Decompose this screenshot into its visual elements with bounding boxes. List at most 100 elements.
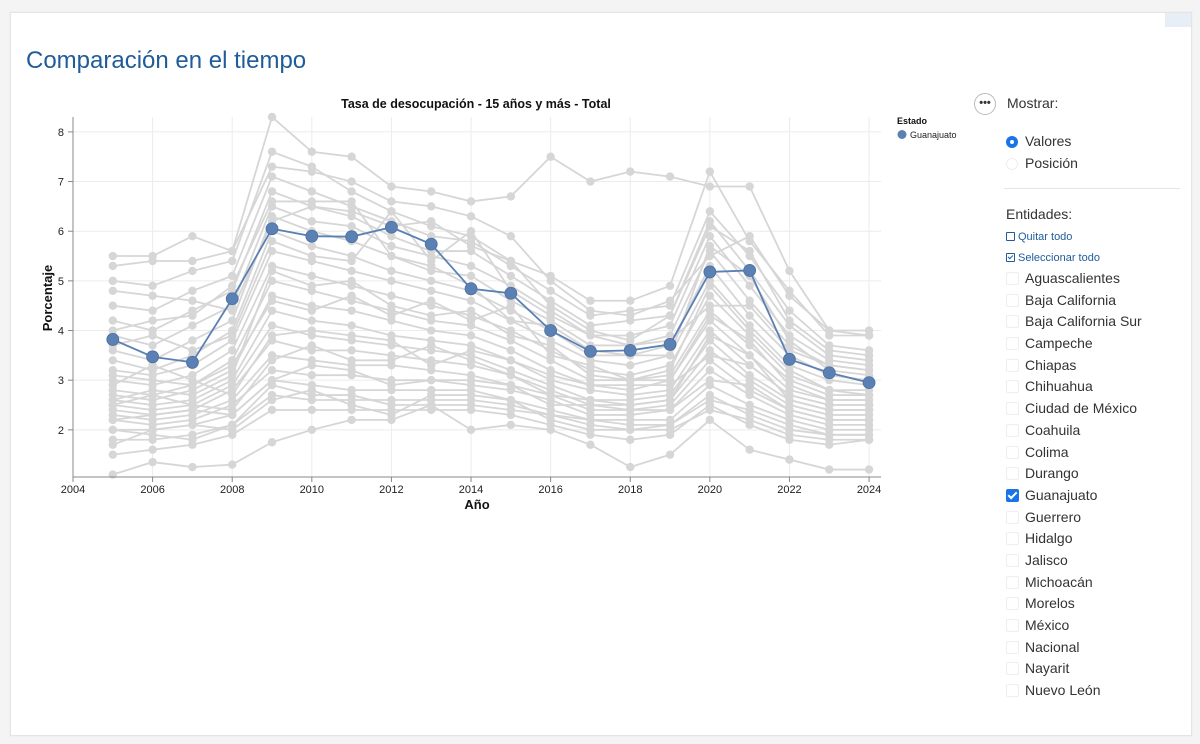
data-point-guanajuato[interactable] — [225, 292, 239, 306]
data-point-background — [665, 311, 675, 320]
data-point-background — [188, 266, 197, 276]
entity-label: Colima — [1025, 443, 1069, 460]
entity-item[interactable]: Nayarit — [1006, 658, 1182, 680]
radio-unselected-icon[interactable] — [1006, 158, 1018, 170]
entity-item[interactable]: Guanajuato — [1006, 485, 1182, 507]
entity-item[interactable]: Baja California — [1006, 290, 1182, 312]
entity-item[interactable]: Campeche — [1006, 333, 1182, 355]
data-point-background — [705, 222, 715, 231]
data-point-guanajuato[interactable] — [345, 230, 359, 244]
data-point-background — [387, 410, 396, 420]
entity-item[interactable]: Hidalgo — [1006, 528, 1182, 550]
series-line-guanajuato[interactable] — [112, 226, 870, 384]
entity-label: Durango — [1025, 465, 1079, 482]
data-point-background — [188, 296, 197, 305]
data-point-guanajuato[interactable] — [623, 343, 637, 357]
checkbox-icon[interactable] — [1006, 272, 1019, 285]
data-point-guanajuato[interactable] — [703, 265, 717, 279]
data-point-guanajuato[interactable] — [424, 237, 438, 251]
data-point-background — [387, 356, 396, 365]
data-point-guanajuato[interactable] — [305, 229, 319, 243]
checkbox-icon[interactable] — [1006, 619, 1019, 632]
checkbox-icon[interactable] — [1006, 467, 1019, 481]
series-line-background — [112, 394, 870, 441]
checkbox-icon[interactable] — [1006, 684, 1019, 698]
data-point-background — [387, 380, 396, 390]
checkbox-icon[interactable] — [1006, 402, 1019, 416]
data-point-guanajuato[interactable] — [385, 220, 398, 234]
checkbox-icon[interactable] — [1006, 423, 1019, 437]
data-point-background — [347, 346, 356, 355]
data-point-guanajuato[interactable] — [663, 338, 677, 351]
data-point-guanajuato[interactable] — [146, 350, 160, 364]
checkbox-icon[interactable] — [1006, 553, 1019, 567]
data-point-guanajuato[interactable] — [783, 352, 796, 366]
more-options-button[interactable]: ••• — [974, 93, 996, 115]
entity-item[interactable]: Chiapas — [1006, 355, 1182, 377]
highlight-series-group[interactable] — [106, 220, 876, 390]
entity-item[interactable]: Baja California Sur — [1006, 311, 1182, 333]
data-point-background — [267, 112, 277, 122]
data-point-background — [387, 231, 396, 241]
data-point-background — [586, 415, 595, 425]
data-point-guanajuato[interactable] — [544, 324, 558, 337]
entity-item[interactable]: Coahuila — [1006, 420, 1182, 442]
checkbox-icon[interactable] — [1006, 510, 1019, 524]
checkbox-icon[interactable] — [1006, 445, 1019, 459]
data-point-background — [347, 356, 356, 365]
checkbox-icon[interactable] — [1006, 662, 1019, 676]
checkbox-icon[interactable] — [1006, 380, 1019, 394]
data-point-background — [427, 390, 436, 400]
data-point-background — [665, 321, 675, 330]
entity-item[interactable]: Colima — [1006, 442, 1182, 464]
radio-selected-icon[interactable] — [1006, 136, 1018, 148]
data-point-background — [347, 187, 356, 196]
data-point-guanajuato[interactable] — [464, 282, 478, 296]
checkbox-icon[interactable] — [1006, 640, 1019, 654]
checkbox-icon[interactable] — [1006, 315, 1019, 329]
checkbox-icon[interactable] — [1006, 358, 1019, 372]
entity-item[interactable]: Morelos — [1006, 593, 1182, 615]
data-point-guanajuato[interactable] — [743, 264, 757, 277]
entity-item[interactable]: Chihuahua — [1006, 376, 1182, 398]
entity-item[interactable]: Durango — [1006, 463, 1182, 485]
data-point-background — [307, 271, 317, 281]
data-point-background — [506, 405, 516, 415]
x-tick-label: 2016 — [538, 484, 562, 496]
legend-entry-guanajuato[interactable]: Guanajuato — [910, 130, 957, 140]
clear-all-link[interactable]: Quitar todo — [1006, 230, 1072, 244]
checkbox-checked-icon[interactable] — [1006, 488, 1019, 502]
radio-option-valores[interactable]: Valores — [1006, 132, 1071, 150]
checkbox-icon[interactable] — [1006, 293, 1019, 307]
data-point-background — [546, 390, 555, 400]
data-point-guanajuato[interactable] — [504, 286, 518, 300]
entity-item[interactable]: Ciudad de México — [1006, 398, 1182, 420]
data-point-guanajuato[interactable] — [186, 355, 199, 369]
data-point-guanajuato[interactable] — [584, 344, 597, 358]
checkbox-icon[interactable] — [1006, 575, 1019, 589]
entity-item[interactable]: Jalisco — [1006, 550, 1182, 572]
data-point-guanajuato[interactable] — [106, 333, 120, 346]
select-all-link[interactable]: Seleccionar todo — [1006, 251, 1100, 265]
data-point-background — [387, 241, 396, 251]
entity-item[interactable]: Nuevo León — [1006, 680, 1182, 702]
series-line-background — [112, 115, 870, 332]
checkbox-icon[interactable] — [1006, 597, 1019, 611]
checkbox-icon[interactable] — [1006, 532, 1019, 546]
data-point-guanajuato[interactable] — [822, 366, 836, 380]
entity-item[interactable]: Aguascalientes — [1006, 268, 1182, 290]
data-point-background — [427, 326, 436, 335]
entity-label: Baja California Sur — [1025, 313, 1142, 330]
entity-item[interactable]: Nacional — [1006, 637, 1182, 659]
entity-item[interactable]: Guerrero — [1006, 507, 1182, 529]
checkbox-icon[interactable] — [1006, 337, 1019, 351]
data-point-background — [387, 301, 396, 310]
entity-item[interactable]: Michoacán — [1006, 572, 1182, 594]
data-point-guanajuato[interactable] — [265, 222, 279, 236]
entity-item[interactable]: México — [1006, 615, 1182, 637]
y-tick-label: 2 — [58, 425, 64, 437]
data-point-background — [705, 331, 715, 340]
radio-option-posicion[interactable]: Posición — [1006, 154, 1078, 172]
data-point-background — [148, 457, 157, 467]
data-point-guanajuato[interactable] — [862, 376, 876, 390]
